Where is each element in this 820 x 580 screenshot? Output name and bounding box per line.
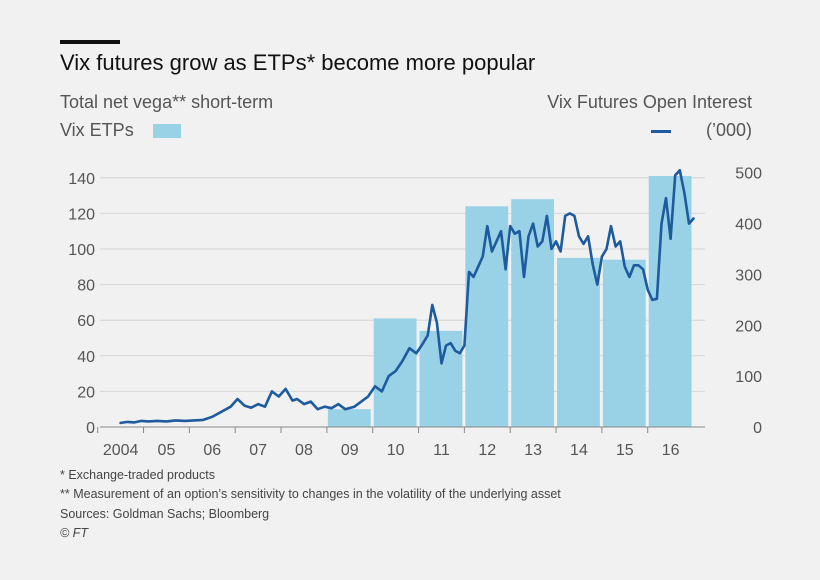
line-legend-label: (’000) (705, 120, 752, 140)
left-tick-label: 120 (68, 206, 95, 223)
x-tick-label: 08 (295, 442, 313, 459)
left-tick-label: 60 (77, 313, 95, 330)
right-axis-title: Vix Futures Open Interest (547, 92, 752, 112)
right-tick-label: 0 (753, 420, 762, 437)
bar-legend-swatch (153, 124, 181, 138)
x-tick-label: 15 (616, 442, 634, 459)
chart-title: Vix futures grow as ETPs* become more po… (60, 50, 536, 75)
line-legend-swatch (651, 130, 671, 133)
credit: © FT (60, 526, 88, 540)
right-tick-label: 400 (735, 217, 762, 234)
bar-legend-label: Vix ETPs (60, 120, 134, 140)
x-tick-label: 2004 (103, 442, 139, 459)
x-tick-label: 12 (478, 442, 496, 459)
x-tick-label: 05 (158, 442, 176, 459)
title-rule (60, 40, 120, 44)
left-tick-label: 20 (77, 384, 95, 401)
bar-vix-etps (419, 330, 463, 427)
footnote-etp: * Exchange-traded products (60, 468, 215, 482)
right-tick-label: 200 (735, 318, 762, 335)
x-tick-label: 07 (249, 442, 267, 459)
open-interest-line (119, 168, 695, 425)
bar-vix-etps (602, 259, 646, 427)
bar-vix-etps (465, 206, 509, 427)
bar-vix-etps (327, 409, 371, 427)
left-tick-label: 0 (86, 420, 95, 437)
left-tick-label: 100 (68, 242, 95, 259)
sources: Sources: Goldman Sachs; Bloomberg (60, 507, 270, 521)
right-tick-label: 500 (735, 166, 762, 183)
footnote-vega: ** Measurement of an option’s sensitivit… (60, 487, 561, 501)
bar-vix-etps (511, 199, 555, 427)
right-tick-label: 300 (735, 267, 762, 284)
left-tick-label: 40 (77, 349, 95, 366)
x-tick-label: 16 (662, 442, 680, 459)
left-tick-label: 140 (68, 171, 95, 188)
x-tick-label: 14 (570, 442, 588, 459)
left-axis-title: Total net vega** short-term (60, 92, 274, 112)
right-tick-label: 100 (735, 369, 762, 386)
x-tick-label: 10 (387, 442, 405, 459)
x-tick-label: 09 (341, 442, 359, 459)
left-tick-label: 80 (77, 278, 95, 295)
x-tick-label: 06 (203, 442, 221, 459)
x-tick-label: 13 (524, 442, 542, 459)
x-tick-label: 11 (433, 442, 450, 459)
bar-vix-etps (557, 257, 600, 427)
bar-vix-etps (648, 176, 692, 427)
